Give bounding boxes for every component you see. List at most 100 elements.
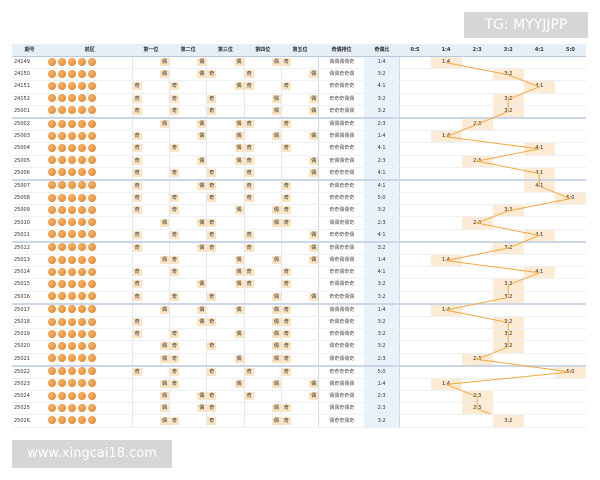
ratio-distribution-cell [398,80,431,94]
ratio-distribution-cell [398,105,431,119]
position-parity-cell: 偶 [131,216,170,230]
position-parity-mark: 偶 [159,342,169,351]
ratio-distribution-cell [430,192,462,206]
number-ball [68,292,77,301]
ratio-cell: 3:2 [364,93,400,106]
position-parity-mark: 奇 [245,367,254,376]
number-ball [48,403,57,412]
parity-order-cell: 偶奇奇偶奇 [318,414,365,428]
number-ball [78,354,87,363]
position-parity-mark: 偶 [159,218,169,227]
number-ball [48,218,57,227]
number-ball [48,168,57,177]
header-period[interactable]: 期号 [12,44,48,57]
number-ball [88,81,97,90]
ratio-distribution-cell [523,278,555,292]
position-parity-cell: 奇 [206,105,245,119]
header-5-0: 5:0 [554,44,586,57]
ratio-cell: 1:4 [364,56,400,70]
ratio-distribution-cell [554,167,586,181]
table-row: 25005 奇偶偶奇偶奇偶偶奇偶 2:3 2:3 [12,155,586,168]
position-parity-mark: 偶 [309,132,319,141]
ratio-distribution-cell [461,303,493,317]
period-cell: 25015 [12,278,48,292]
ratio-distribution-cell [398,179,431,194]
header-front-area: 前区 [47,44,133,57]
ratio-distribution-cell [398,340,431,354]
front-area-balls [47,402,133,416]
front-area-balls [47,192,133,206]
position-parity-cell: 奇 [206,192,245,206]
table-row: 25023 偶奇偶偶偶偶奇偶偶偶 1:4 1:4 [12,378,586,392]
period-cell: 25012 [12,241,48,255]
position-parity-mark: 奇 [245,144,254,153]
ratio-cell: 3:2 [364,241,400,255]
ratio-cell: 4:1 [364,167,400,181]
position-parity-cell: 奇 [168,80,207,94]
position-parity-cell: 奇 [280,328,319,342]
position-parity-mark: 奇 [282,318,291,327]
period-cell: 25008 [12,192,48,206]
ratio-distribution-cell [523,303,555,317]
position-parity-mark: 偶 [271,94,281,103]
number-ball [78,279,87,288]
front-area-balls [47,167,133,181]
ratio-cell: 2:3 [364,155,400,168]
parity-order-cell: 奇奇奇奇奇 [318,192,365,206]
period-cell: 25011 [12,229,48,243]
position-parity-cell: 奇 [280,142,319,156]
position-parity-mark: 偶 [309,243,319,252]
number-ball [78,69,87,78]
ratio-distribution-cell [398,216,431,230]
parity-order-cell: 奇奇奇奇奇 [318,365,365,379]
ratio-distribution-cell [430,414,462,428]
position-parity-cell: 偶 [243,378,282,392]
ratio-distribution-cell [492,117,524,132]
number-ball [78,305,87,314]
ratio-distribution-cell [523,414,555,428]
ratio-distribution-cell [523,291,555,305]
position-parity-mark: 奇 [207,416,217,425]
position-parity-mark: 奇 [133,94,142,103]
ratio-distribution-cell [461,68,493,82]
number-ball [88,69,97,78]
position-parity-cell: 偶 [131,254,170,268]
ratio-cell: 1:4 [364,130,400,144]
period-cell: 25018 [12,316,48,330]
ratio-distribution-cell [430,278,462,292]
front-area-balls [47,229,133,243]
position-parity-mark: 偶 [159,404,169,413]
ratio-distribution-cell [430,266,462,280]
ratio-distribution-cell [554,316,586,330]
position-parity-mark: 偶 [309,292,319,301]
position-parity-cell: 偶 [131,56,170,70]
position-parity-cell: 偶 [243,414,282,428]
ratio-distribution-cell [523,402,555,416]
position-parity-cell: 偶 [168,117,207,132]
position-parity-cell: 奇 [206,402,245,416]
position-parity-mark: 奇 [133,292,142,301]
parity-order-cell: 偶偶奇偶奇 [318,402,365,416]
ratio-distribution-cell [430,353,462,367]
front-area-balls [47,254,133,268]
parity-order-cell: 偶奇偶偶奇 [318,353,365,367]
position-parity-cell: 奇 [243,68,282,82]
position-parity-cell: 奇 [131,130,170,144]
front-area-balls [47,130,133,144]
trend-table-container: 期号 前区 第一位 第二位 第三位 第四位 第五位 奇偶排位 奇偶比 0:5 1… [12,44,586,428]
parity-order-cell: 偶奇偶偶偶 [318,254,365,268]
ratio-cell: 4:1 [364,179,400,194]
position-parity-cell: 偶 [243,216,282,230]
position-parity-cell: 偶 [206,266,245,280]
position-parity-mark: 偶 [197,392,207,401]
ratio-distribution-cell [398,254,431,268]
position-parity-mark: 奇 [245,156,254,165]
front-area-balls [47,328,133,342]
ratio-distribution-cell [430,241,462,255]
period-cell: 25001 [12,105,48,119]
ratio-distribution-cell [461,266,493,280]
position-parity-mark: 奇 [170,292,179,301]
ratio-distribution-cell [461,105,493,119]
front-area-balls [47,155,133,168]
number-ball [68,267,77,276]
